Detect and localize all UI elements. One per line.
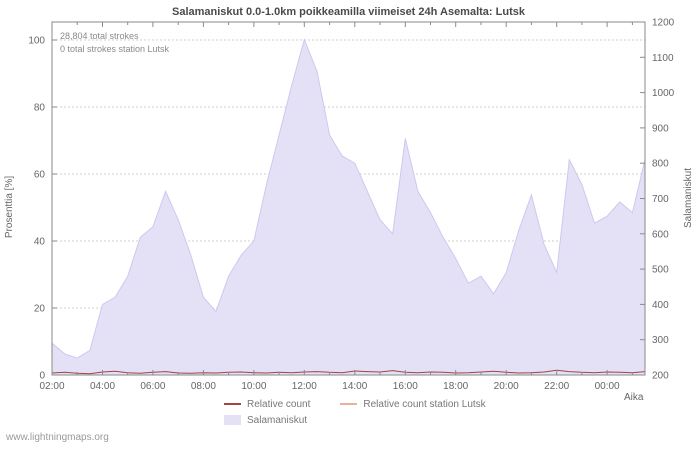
legend-swatch-relative-count bbox=[224, 403, 241, 405]
svg-text:16:00: 16:00 bbox=[393, 381, 418, 392]
series-area-salamaniskut bbox=[51, 38, 646, 376]
svg-text:600: 600 bbox=[652, 229, 669, 240]
svg-text:1100: 1100 bbox=[652, 53, 674, 64]
svg-text:1000: 1000 bbox=[652, 88, 675, 99]
svg-text:04:00: 04:00 bbox=[90, 381, 115, 392]
legend-label-relative-count: Relative count bbox=[247, 398, 311, 410]
total-strokes-annotation: 28,804 total strokes bbox=[60, 31, 139, 41]
legend-item-relative-count: Relative count bbox=[224, 399, 310, 410]
svg-text:20:00: 20:00 bbox=[494, 381, 519, 392]
svg-text:500: 500 bbox=[652, 265, 669, 276]
svg-text:60: 60 bbox=[34, 170, 46, 181]
axis-ticks bbox=[51, 21, 645, 376]
legend-row-2: Salamaniskut bbox=[224, 414, 307, 426]
svg-text:800: 800 bbox=[652, 159, 669, 170]
watermark-link[interactable]: www.lightningmaps.org bbox=[6, 432, 109, 443]
svg-text:12:00: 12:00 bbox=[292, 381, 317, 392]
svg-text:900: 900 bbox=[652, 123, 669, 134]
svg-text:400: 400 bbox=[652, 300, 669, 311]
svg-text:06:00: 06:00 bbox=[140, 381, 165, 392]
svg-text:08:00: 08:00 bbox=[191, 381, 216, 392]
legend-label-salamaniskut: Salamaniskut bbox=[247, 414, 308, 426]
svg-text:10:00: 10:00 bbox=[241, 381, 266, 392]
svg-text:22:00: 22:00 bbox=[544, 381, 569, 392]
svg-text:40: 40 bbox=[34, 237, 46, 248]
station-strokes-annotation: 0 total strokes station Lutsk bbox=[60, 44, 170, 54]
legend-row-1: Relative count Relative count station Lut… bbox=[224, 398, 486, 410]
svg-text:00:00: 00:00 bbox=[595, 381, 620, 392]
y-axis-label: Prosenttia [%] bbox=[4, 176, 15, 238]
legend-label-relative-count-station: Relative count station Lutsk bbox=[363, 398, 486, 410]
legend-item-relative-count-station: Relative count station Lutsk bbox=[340, 398, 486, 410]
svg-text:700: 700 bbox=[652, 194, 669, 205]
svg-text:300: 300 bbox=[652, 335, 669, 346]
svg-text:18:00: 18:00 bbox=[443, 381, 468, 392]
legend-swatch-relative-count-station bbox=[340, 403, 358, 405]
svg-text:100: 100 bbox=[28, 36, 45, 47]
legend-item-salamaniskut: Salamaniskut bbox=[224, 415, 307, 426]
axis-tick-labels: 02:00 04:00 06:00 08:00 10:00 12:00 14:00 16:00… bbox=[28, 18, 674, 393]
legend-swatch-salamaniskut bbox=[224, 415, 241, 425]
svg-text:02:00: 02:00 bbox=[39, 381, 64, 392]
svg-text:20: 20 bbox=[34, 304, 46, 315]
svg-text:1200: 1200 bbox=[652, 18, 675, 29]
chart-legend: Relative count Relative count station Lut… bbox=[224, 398, 486, 426]
svg-text:14:00: 14:00 bbox=[342, 381, 367, 392]
svg-text:80: 80 bbox=[34, 103, 46, 114]
x-axis-label: Aika bbox=[624, 392, 644, 403]
svg-text:200: 200 bbox=[652, 371, 669, 382]
svg-text:0: 0 bbox=[39, 371, 45, 382]
chart-title: Salamaniskut 0.0-1.0km poikkeamilla viim… bbox=[172, 6, 525, 18]
series-line-relative-count bbox=[51, 369, 646, 375]
y2-axis-label: Salamaniskut bbox=[683, 168, 694, 228]
